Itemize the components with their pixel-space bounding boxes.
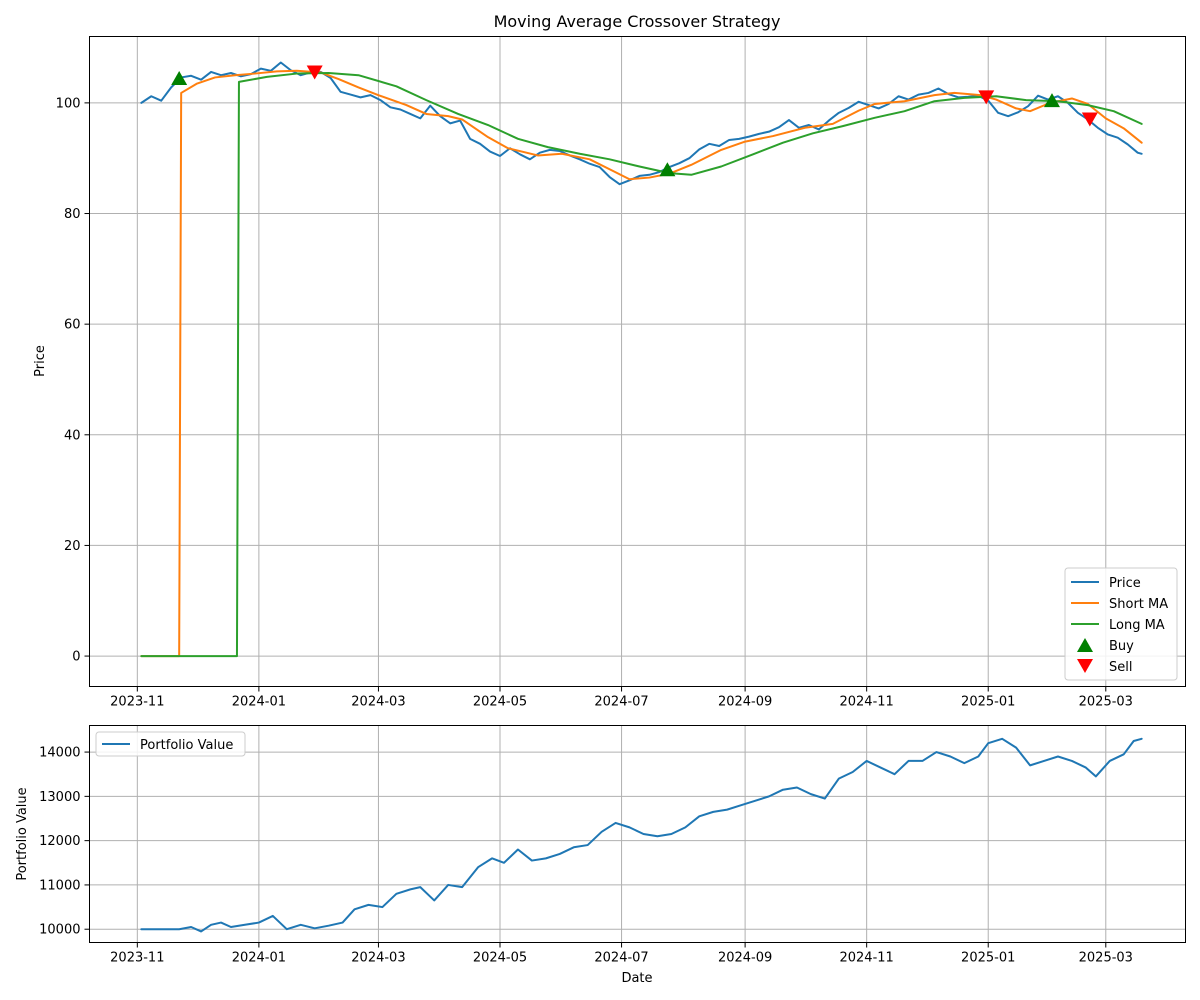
y-tick-label: 12000 [39,834,80,849]
y-tick-label: 11000 [39,878,80,893]
date-x-axis-label: Date [621,971,652,986]
portfolio-series-group [140,737,1143,933]
x-tick-label: 2024-03 [351,695,405,710]
portfolio-y-axis-label: Portfolio Value [15,787,30,880]
buy-marker [1043,93,1060,108]
y-tick-label: 40 [64,428,81,443]
sell-marker [978,90,995,105]
y-tick-label: 14000 [39,746,80,761]
trade-markers-group [171,65,1098,177]
x-tick-label: 2024-09 [718,695,772,710]
portfolio-legend: Portfolio Value [95,731,246,757]
y-tick-label: 20 [64,539,81,554]
x-tick-label: 2025-03 [1079,695,1133,710]
y-tick-label: 10000 [39,923,80,938]
legend-marker-sell [1077,659,1093,673]
legend-label-portfolio-value: Portfolio Value [140,738,233,753]
price-axis-ticks: 2023-11 2024-01 2024-03 2024-05 2024-07 2024-… [56,96,1133,709]
legend-label-buy: Buy [1109,639,1134,654]
y-tick-label: 100 [56,96,81,111]
x-tick-label: 2024-11 [839,951,893,966]
x-tick-label: 2025-01 [961,695,1015,710]
price-legend: Price Short MA Long MA Buy Sell [1064,567,1178,681]
y-tick-label: 80 [64,207,81,222]
legend-label-sell: Sell [1109,660,1132,675]
x-tick-label: 2024-03 [351,951,405,966]
price-chart-panel: Moving Average Crossover Strategy 2023-1… [33,12,1186,710]
portfolio-legend-box [95,731,246,757]
sell-marker [306,65,323,80]
legend-label-short-ma: Short MA [1109,597,1168,612]
x-tick-label: 2025-01 [961,951,1015,966]
buy-marker [659,162,676,177]
legend-label-long-ma: Long MA [1109,618,1165,633]
buy-marker [171,70,188,85]
x-tick-label: 2024-11 [839,695,893,710]
legend-label-price: Price [1109,576,1141,591]
x-tick-label: 2024-09 [718,951,772,966]
y-tick-label: 0 [72,650,80,665]
x-tick-label: 2024-01 [232,695,286,710]
x-tick-label: 2023-11 [110,951,164,966]
x-tick-label: 2024-07 [594,951,648,966]
x-tick-label: 2024-05 [473,695,527,710]
x-tick-label: 2023-11 [110,695,164,710]
x-tick-label: 2024-05 [473,951,527,966]
x-tick-label: 2025-03 [1079,951,1133,966]
y-tick-label: 60 [64,318,81,333]
portfolio-value-line [140,737,1143,933]
portfolio-grid [89,725,1186,943]
portfolio-axes-frame [89,725,1186,943]
sell-marker [1081,112,1098,127]
portfolio-chart-panel: 2023-11 2024-01 2024-03 2024-05 2024-07 2024-… [15,725,1186,986]
y-tick-label: 13000 [39,790,80,805]
x-tick-label: 2024-07 [594,695,648,710]
short-ma-line [140,69,1143,658]
price-y-axis-label: Price [33,345,48,377]
price-axes-frame [89,36,1186,687]
chart-title: Moving Average Crossover Strategy [494,12,781,31]
legend-marker-buy [1077,638,1093,652]
portfolio-axis-ticks: 2023-11 2024-01 2024-03 2024-05 2024-07 2024-… [39,746,1133,966]
x-tick-label: 2024-01 [232,951,286,966]
